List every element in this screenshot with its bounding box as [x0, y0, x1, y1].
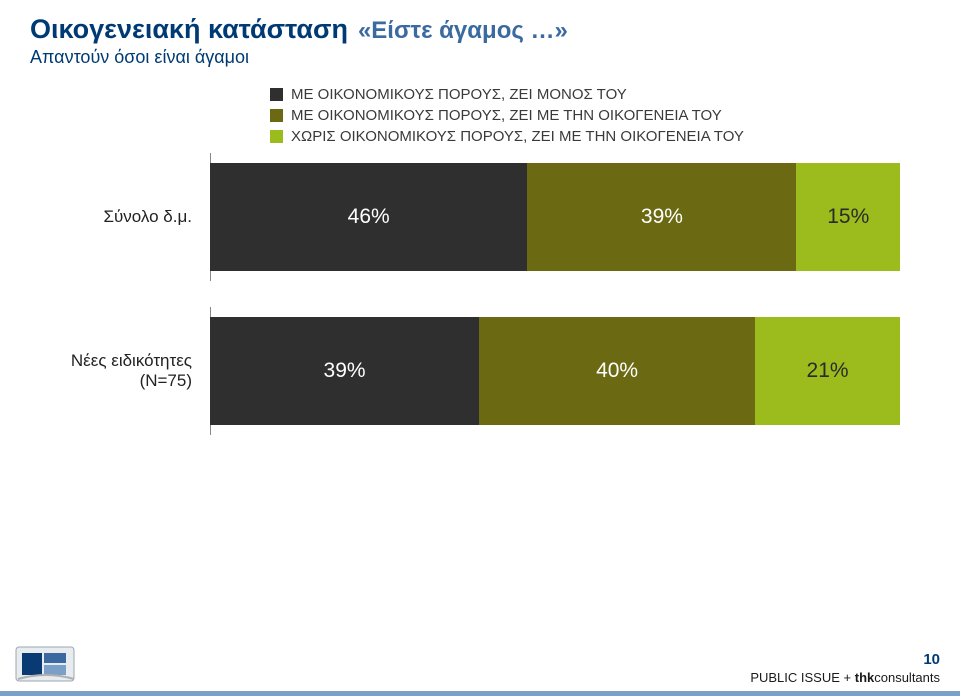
slide-page: Οικογενειακή κατάσταση «Είστε άγαμος …» … — [0, 0, 960, 696]
legend-label: ΜΕ ΟΙΚΟΝΟΜΙΚΟΥΣ ΠΟΡΟΥΣ, ΖΕΙ ΜΕ ΤΗΝ ΟΙΚΟΓ… — [291, 107, 722, 124]
credit-suffix: consultants — [874, 670, 940, 685]
slide-number: 10 — [923, 651, 940, 668]
chart-row: Σύνολο δ.μ.46%39%15% — [30, 153, 930, 281]
tee-logo-icon — [14, 641, 78, 685]
bar-segment: 39% — [210, 317, 479, 425]
bar-segment: 40% — [479, 317, 755, 425]
credit-bold: thk — [855, 670, 875, 685]
slide-footer: 10 PUBLIC ISSUE + thkconsultants — [0, 632, 960, 696]
footer-credit: PUBLIC ISSUE + thkconsultants — [750, 670, 940, 685]
legend-item: ΜΕ ΟΙΚΟΝΟΜΙΚΟΥΣ ΠΟΡΟΥΣ, ΖΕΙ ΜΟΝΟΣ ΤΟΥ — [270, 86, 930, 103]
stacked-bar-chart: Σύνολο δ.μ.46%39%15%Νέες ειδικότητες (Ν=… — [30, 153, 930, 435]
row-label: Σύνολο δ.μ. — [30, 207, 210, 227]
bar-segment: 46% — [210, 163, 527, 271]
footer-right: 10 PUBLIC ISSUE + thkconsultants — [750, 651, 940, 685]
bar-segment: 39% — [527, 163, 796, 271]
axis-tick-icon — [210, 153, 211, 163]
bar-segment: 21% — [755, 317, 900, 425]
legend-swatch-icon — [270, 88, 283, 101]
chart-row: Νέες ειδικότητες (Ν=75)39%40%21% — [30, 307, 930, 435]
axis-tick-icon — [210, 425, 211, 435]
legend-label: ΧΩΡΙΣ ΟΙΚΟΝΟΜΙΚΟΥΣ ΠΟΡΟΥΣ, ΖΕΙ ΜΕ ΤΗΝ ΟΙ… — [291, 128, 744, 145]
axis-tick-icon — [210, 271, 211, 281]
axis-tick-icon — [210, 307, 211, 317]
chart-legend: ΜΕ ΟΙΚΟΝΟΜΙΚΟΥΣ ΠΟΡΟΥΣ, ΖΕΙ ΜΟΝΟΣ ΤΟΥ ΜΕ … — [270, 86, 930, 145]
legend-item: ΧΩΡΙΣ ΟΙΚΟΝΟΜΙΚΟΥΣ ΠΟΡΟΥΣ, ΖΕΙ ΜΕ ΤΗΝ ΟΙ… — [270, 128, 930, 145]
bar-segment: 15% — [796, 163, 900, 271]
credit-prefix: PUBLIC ISSUE + — [750, 670, 854, 685]
bar-wrap: 39%40%21% — [210, 307, 900, 435]
legend-swatch-icon — [270, 109, 283, 122]
page-subtitle: Απαντούν όσοι είναι άγαμοι — [30, 47, 930, 68]
title-question: «Είστε άγαμος …» — [358, 17, 568, 45]
row-label: Νέες ειδικότητες (Ν=75) — [30, 351, 210, 392]
bar-wrap: 46%39%15% — [210, 153, 900, 281]
legend-label: ΜΕ ΟΙΚΟΝΟΜΙΚΟΥΣ ΠΟΡΟΥΣ, ΖΕΙ ΜΟΝΟΣ ΤΟΥ — [291, 86, 627, 103]
legend-item: ΜΕ ΟΙΚΟΝΟΜΙΚΟΥΣ ΠΟΡΟΥΣ, ΖΕΙ ΜΕ ΤΗΝ ΟΙΚΟΓ… — [270, 107, 930, 124]
page-title: Οικογενειακή κατάσταση — [30, 14, 348, 45]
legend-swatch-icon — [270, 130, 283, 143]
stacked-bar: 39%40%21% — [210, 317, 900, 425]
title-line: Οικογενειακή κατάσταση «Είστε άγαμος …» — [30, 14, 930, 45]
stacked-bar: 46%39%15% — [210, 163, 900, 271]
